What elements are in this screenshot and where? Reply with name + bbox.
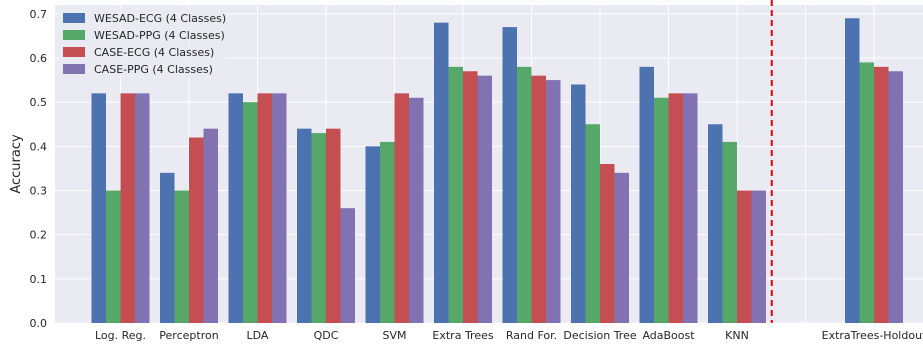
x-tick-label: Rand For. — [506, 329, 557, 342]
bar — [722, 141, 737, 323]
bar — [859, 62, 874, 324]
y-tick-label: 0.6 — [30, 52, 48, 65]
bar — [257, 93, 272, 323]
legend-box — [59, 8, 227, 78]
bar — [708, 124, 723, 323]
x-tick-label: AdaBoost — [642, 329, 695, 342]
y-tick-labels: 0.0 0.1 0.2 0.3 0.4 0.5 0.6 0.7 — [30, 8, 48, 330]
bar — [326, 128, 341, 323]
bar — [571, 84, 586, 323]
legend: WESAD-ECG (4 Classes) WESAD-PPG (4 Classe… — [59, 8, 227, 78]
y-tick-label: 0.0 — [30, 317, 48, 330]
y-tick-label: 0.4 — [30, 140, 48, 153]
x-tick-labels: Log. Reg. Perceptron LDA QDC SVM Extra Trees R… — [95, 329, 923, 342]
bar — [243, 102, 258, 324]
bar — [365, 146, 380, 323]
bar — [614, 172, 629, 323]
bar — [394, 93, 409, 323]
bar — [737, 190, 752, 323]
bar — [228, 93, 243, 323]
bar — [502, 27, 517, 323]
bar — [203, 128, 218, 323]
bar — [135, 93, 150, 323]
bar — [106, 190, 121, 323]
x-tick-label: Perceptron — [159, 329, 218, 342]
legend-swatch — [63, 13, 85, 23]
bar — [434, 22, 449, 324]
legend-swatch — [63, 64, 85, 74]
bar — [91, 93, 106, 323]
legend-swatch — [63, 30, 85, 40]
y-tick-label: 0.3 — [30, 185, 48, 198]
bar — [683, 93, 698, 323]
y-tick-label: 0.2 — [30, 229, 48, 242]
bar — [546, 80, 561, 323]
bar — [311, 133, 326, 323]
y-tick-label: 0.7 — [30, 8, 48, 21]
bar — [585, 124, 600, 323]
bars — [91, 18, 903, 324]
legend-label: WESAD-PPG (4 Classes) — [94, 29, 225, 42]
bar — [668, 93, 683, 323]
x-tick-label: ExtraTrees-Holdout — [822, 329, 923, 342]
x-tick-label: KNN — [725, 329, 749, 342]
bar — [600, 164, 615, 323]
bar — [120, 93, 135, 323]
bar — [477, 75, 492, 324]
legend-swatch — [63, 47, 85, 57]
bar — [517, 66, 532, 323]
bar — [380, 141, 395, 323]
bar — [888, 71, 903, 323]
bar — [639, 66, 654, 323]
bar — [531, 75, 546, 324]
y-axis-label: Accuracy — [9, 134, 24, 194]
bar — [174, 190, 189, 323]
bar — [160, 172, 175, 323]
bar — [751, 190, 766, 323]
legend-label: CASE-ECG (4 Classes) — [94, 46, 214, 59]
x-tick-label: Decision Tree — [563, 329, 636, 342]
x-tick-label: Log. Reg. — [95, 329, 146, 342]
bar — [189, 137, 204, 323]
bar — [340, 208, 355, 323]
bar — [409, 97, 424, 323]
legend-label: WESAD-ECG (4 Classes) — [94, 12, 226, 25]
x-tick-label: QDC — [314, 329, 339, 342]
x-tick-label: LDA — [247, 329, 269, 342]
y-tick-label: 0.5 — [30, 96, 48, 109]
legend-label: CASE-PPG (4 Classes) — [94, 63, 213, 76]
x-tick-label: Extra Trees — [432, 329, 493, 342]
bar — [874, 66, 889, 323]
x-tick-label: SVM — [383, 329, 407, 342]
bar — [448, 66, 463, 323]
y-tick-label: 0.1 — [30, 273, 48, 286]
bar — [272, 93, 287, 323]
bar — [654, 97, 669, 323]
bar — [463, 71, 478, 323]
bar — [845, 18, 860, 323]
bar — [297, 128, 312, 323]
